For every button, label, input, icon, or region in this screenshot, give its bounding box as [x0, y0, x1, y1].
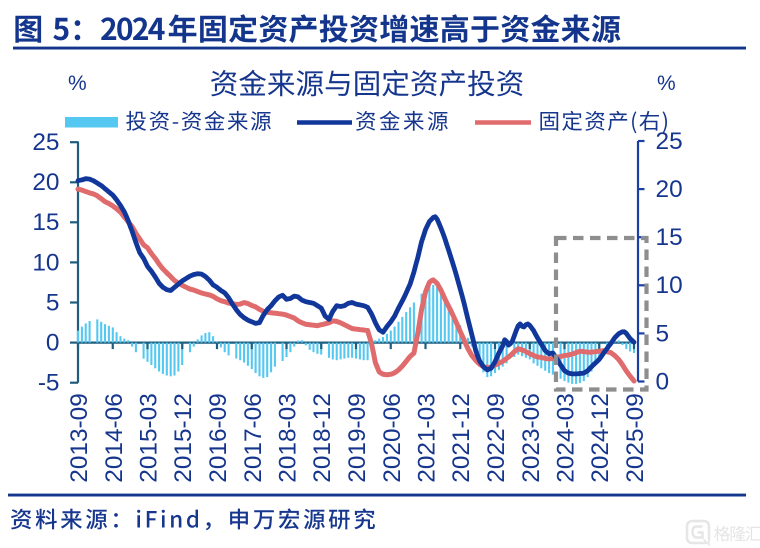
svg-text:15: 15 — [656, 224, 683, 251]
svg-text:%: % — [68, 72, 87, 95]
svg-text:5: 5 — [46, 289, 60, 316]
svg-text:2023-06: 2023-06 — [518, 393, 545, 483]
svg-text:25: 25 — [656, 128, 683, 155]
svg-text:2015-03: 2015-03 — [136, 393, 163, 483]
svg-text:2024-03: 2024-03 — [553, 393, 580, 483]
svg-text:2020-06: 2020-06 — [379, 393, 406, 483]
svg-text:%: % — [657, 72, 676, 95]
svg-text:10: 10 — [656, 272, 683, 299]
svg-text:2014-06: 2014-06 — [101, 393, 128, 483]
svg-text:2019-09: 2019-09 — [344, 393, 371, 483]
svg-text:2021-03: 2021-03 — [414, 393, 441, 483]
svg-text:2016-09: 2016-09 — [205, 393, 232, 483]
svg-text:2021-12: 2021-12 — [448, 393, 475, 483]
svg-text:5: 5 — [656, 320, 670, 347]
svg-text:20: 20 — [656, 176, 683, 203]
svg-text:2018-12: 2018-12 — [309, 393, 336, 483]
svg-text:-5: -5 — [38, 370, 60, 397]
svg-text:2018-03: 2018-03 — [275, 393, 302, 483]
svg-text:2022-09: 2022-09 — [483, 393, 510, 483]
svg-text:2013-09: 2013-09 — [66, 393, 93, 483]
svg-text:25: 25 — [32, 129, 59, 156]
svg-text:2024-12: 2024-12 — [587, 393, 614, 483]
svg-text:10: 10 — [32, 249, 59, 276]
svg-text:0: 0 — [46, 330, 60, 357]
svg-text:2015-12: 2015-12 — [170, 393, 197, 483]
svg-text:0: 0 — [656, 368, 670, 395]
svg-text:2017-06: 2017-06 — [240, 393, 267, 483]
svg-text:20: 20 — [32, 169, 59, 196]
svg-text:2025-09: 2025-09 — [622, 393, 649, 483]
svg-text:15: 15 — [32, 209, 59, 236]
